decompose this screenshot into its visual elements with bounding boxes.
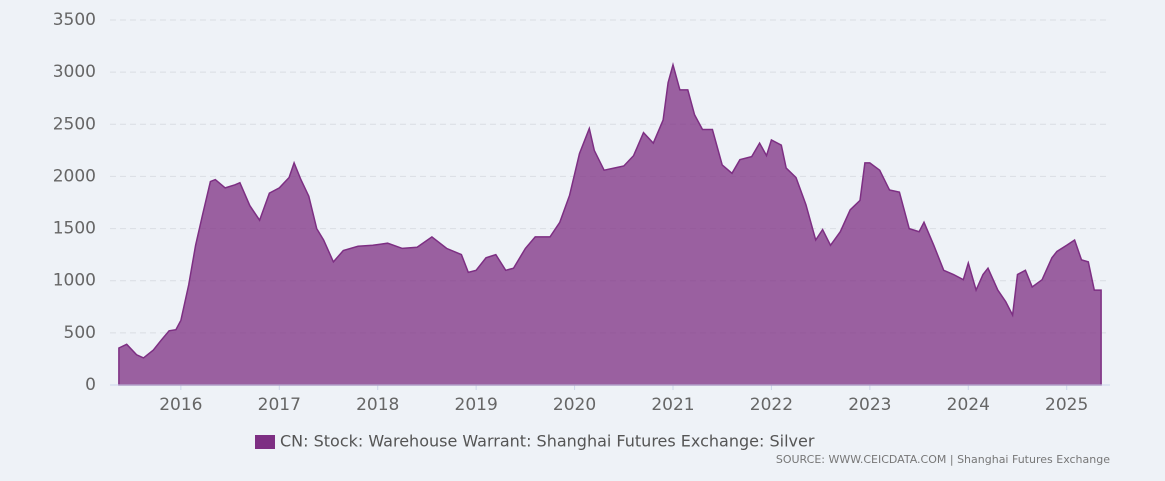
y-tick-label: 2000 xyxy=(53,166,96,186)
source-note: SOURCE: WWW.CEICDATA.COM | Shanghai Futu… xyxy=(776,453,1110,466)
y-tick-label: 3500 xyxy=(53,10,96,30)
y-tick-label: 1500 xyxy=(53,219,96,239)
legend: CN: Stock: Warehouse Warrant: Shanghai F… xyxy=(255,432,815,451)
x-tick-label: 2020 xyxy=(553,395,596,415)
x-tick-label: 2017 xyxy=(258,395,301,415)
x-tick-label: 2021 xyxy=(651,395,694,415)
x-tick-label: 2023 xyxy=(848,395,891,415)
y-tick-label: 1000 xyxy=(53,271,96,291)
y-tick-label: 3000 xyxy=(53,62,96,82)
x-tick-label: 2018 xyxy=(356,395,399,415)
x-tick-label: 2024 xyxy=(947,395,990,415)
x-tick-label: 2016 xyxy=(159,395,202,415)
legend-swatch xyxy=(255,435,275,449)
plot: 0 500 1000 1500 2000 2500 3000 3500 2016 2017 2018… xyxy=(53,10,1110,415)
area xyxy=(118,61,1102,386)
x-tick-label: 2022 xyxy=(750,395,793,415)
x-tick-label: 2019 xyxy=(455,395,498,415)
y-tick-label: 0 xyxy=(85,375,96,395)
legend-label: CN: Stock: Warehouse Warrant: Shanghai F… xyxy=(280,432,815,451)
x-tick-label: 2025 xyxy=(1045,395,1088,415)
y-tick-label: 500 xyxy=(64,323,96,343)
y-tick-label: 2500 xyxy=(53,114,96,134)
